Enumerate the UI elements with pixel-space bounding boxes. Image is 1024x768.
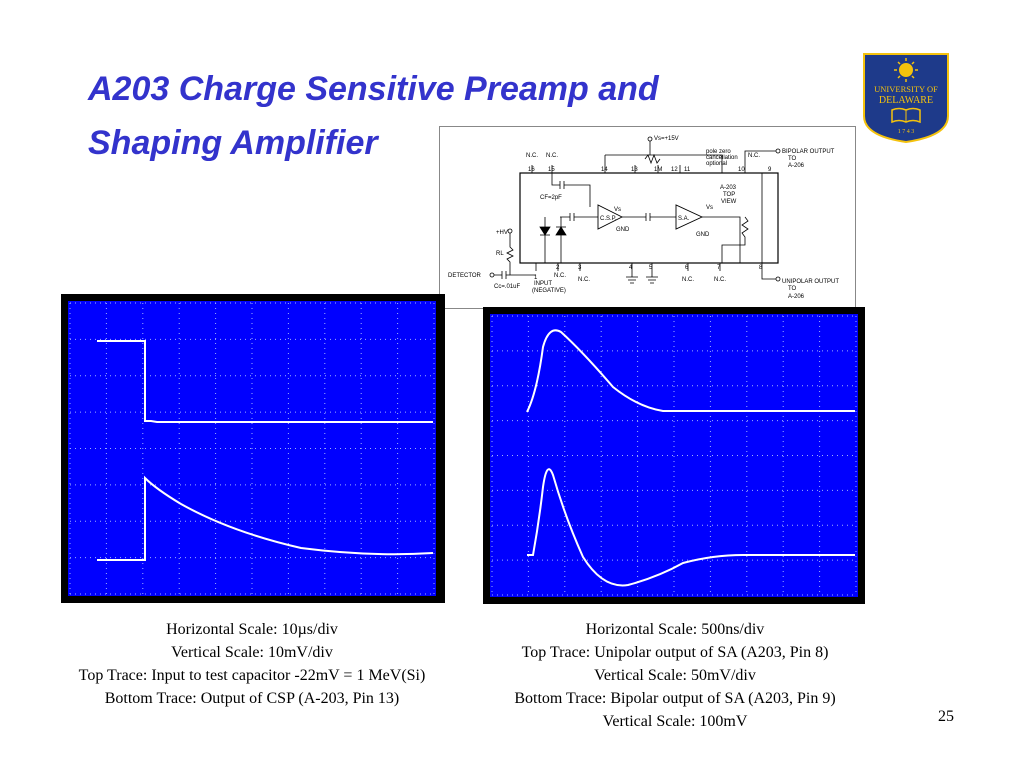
top-pin-13: 13 bbox=[631, 167, 638, 173]
bottom-pin-3: 3 bbox=[578, 265, 582, 271]
negative-label: (NEGATIVE) bbox=[532, 288, 566, 294]
left-top-trace bbox=[97, 340, 433, 423]
left-bottom-trace bbox=[97, 475, 434, 561]
slide-title-line-1: A203 Charge Sensitive Preamp and bbox=[88, 70, 659, 108]
sa-label: S.A. bbox=[678, 216, 690, 222]
logo-text-line-1: UNIVERSITY OF bbox=[874, 84, 938, 94]
top-pin-9: 9 bbox=[768, 167, 772, 173]
university-logo: UNIVERSITY OF DELAWARE 1 7 4 3 bbox=[863, 53, 949, 144]
sa-gnd-label: GND bbox=[696, 232, 710, 238]
top-nc-2: N.C. bbox=[546, 153, 558, 159]
hv-label: +HV bbox=[496, 230, 508, 236]
left-caption: Horizontal Scale: 10µs/div Vertical Scal… bbox=[40, 618, 464, 710]
chip-outline bbox=[519, 172, 779, 264]
right-caption-line-5: Vertical Scale: 100mV bbox=[602, 713, 748, 728]
top-nc-1: N.C. bbox=[526, 153, 538, 159]
left-oscilloscope bbox=[61, 294, 445, 603]
bottom-pin-5: 5 bbox=[649, 265, 653, 271]
bottom-pin-7: 7 bbox=[717, 265, 721, 271]
right-oscilloscope bbox=[483, 307, 865, 604]
right-scope-screen bbox=[490, 314, 858, 597]
bottom-pin-4: 4 bbox=[629, 265, 633, 271]
coupling-cap-label: Cc=.01uF bbox=[494, 284, 521, 290]
bottom-nc-4: N.C. bbox=[714, 277, 726, 283]
input-label: INPUT bbox=[534, 281, 552, 287]
sa-vs-label: Vs bbox=[706, 205, 713, 211]
circuit-schematic: 16 15 14 13 12 11 10 9 N.C. N.C. N.C. 1M… bbox=[439, 126, 856, 309]
top-pin-14: 14 bbox=[601, 167, 608, 173]
top-pin-12: 12 bbox=[671, 167, 678, 173]
optional-label: optional bbox=[706, 161, 727, 167]
ground-icon bbox=[626, 271, 658, 284]
unipolar-dest-label: A-206 bbox=[788, 294, 805, 300]
schematic-drawing: 16 15 14 13 12 11 10 9 N.C. N.C. N.C. 1M… bbox=[448, 136, 839, 300]
right-caption: Horizontal Scale: 500ns/div Top Trace: U… bbox=[470, 618, 880, 728]
chip-top-label: TOP bbox=[723, 192, 735, 198]
bottom-pin-2: 2 bbox=[556, 265, 560, 271]
feedback-cap-label: CF=2pF bbox=[540, 195, 562, 201]
right-top-trace bbox=[526, 329, 855, 413]
rl-label: RL bbox=[496, 251, 504, 257]
right-caption-line-3: Vertical Scale: 50mV/div bbox=[594, 667, 756, 684]
protection-diodes bbox=[539, 217, 567, 263]
top-pin-11: 11 bbox=[684, 167, 691, 173]
csp-vs-label: Vs bbox=[614, 207, 621, 213]
slide-title-line-2: Shaping Amplifier bbox=[88, 124, 378, 162]
bipolar-to-label: TO bbox=[788, 156, 797, 162]
left-caption-line-3: Top Trace: Input to test capacitor -22mV… bbox=[78, 667, 426, 684]
bottom-pin-1: 1 bbox=[534, 275, 538, 281]
resistor-1m-label: 1M bbox=[654, 167, 662, 173]
bottom-pin-6: 6 bbox=[685, 265, 689, 271]
chip-view-label: VIEW bbox=[721, 199, 737, 205]
logo-text-line-2: DELAWARE bbox=[879, 95, 933, 106]
left-caption-line-1: Horizontal Scale: 10µs/div bbox=[166, 621, 338, 638]
bipolar-output-label: BIPOLAR OUTPUT bbox=[782, 149, 835, 155]
top-pin-10: 10 bbox=[738, 167, 745, 173]
csp-label: C.S.P. bbox=[600, 216, 617, 222]
sun-icon bbox=[894, 58, 918, 82]
right-caption-line-2: Top Trace: Unipolar output of SA (A203, … bbox=[521, 644, 829, 661]
left-scope-screen bbox=[68, 301, 436, 596]
bottom-pin-8: 8 bbox=[759, 265, 763, 271]
vs-supply-label: Vs=+15V bbox=[654, 136, 679, 142]
left-caption-line-2: Vertical Scale: 10mV/div bbox=[171, 644, 333, 661]
cancellation-label: cancellation bbox=[706, 155, 738, 161]
bottom-nc-1: N.C. bbox=[554, 273, 566, 279]
right-caption-line-1: Horizontal Scale: 500ns/div bbox=[585, 621, 765, 638]
bottom-nc-2: N.C. bbox=[578, 277, 590, 283]
top-pin-16: 16 bbox=[528, 167, 535, 173]
chip-name-label: A-203 bbox=[720, 185, 737, 191]
unipolar-output-label: UNIPOLAR OUTPUT bbox=[782, 279, 839, 285]
bottom-nc-3: N.C. bbox=[682, 277, 694, 283]
slide-title: A203 Charge Sensitive Preamp and Shaping… bbox=[88, 62, 788, 170]
page-number: 25 bbox=[938, 708, 954, 725]
logo-year: 1 7 4 3 bbox=[898, 129, 915, 135]
right-bottom-trace bbox=[527, 468, 855, 587]
top-pin-15: 15 bbox=[548, 167, 555, 173]
book-icon bbox=[891, 107, 921, 124]
top-nc-3: N.C. bbox=[748, 153, 760, 159]
csp-gnd-label: GND bbox=[616, 227, 630, 233]
right-caption-line-4: Bottom Trace: Bipolar output of SA (A203… bbox=[514, 690, 836, 707]
unipolar-to-label: TO bbox=[788, 286, 797, 292]
detector-label: DETECTOR bbox=[448, 273, 482, 279]
pole-zero-label: pole zero bbox=[706, 149, 731, 155]
bipolar-dest-label: A-206 bbox=[788, 163, 805, 169]
left-caption-line-4: Bottom Trace: Output of CSP (A-203, Pin … bbox=[104, 690, 400, 707]
